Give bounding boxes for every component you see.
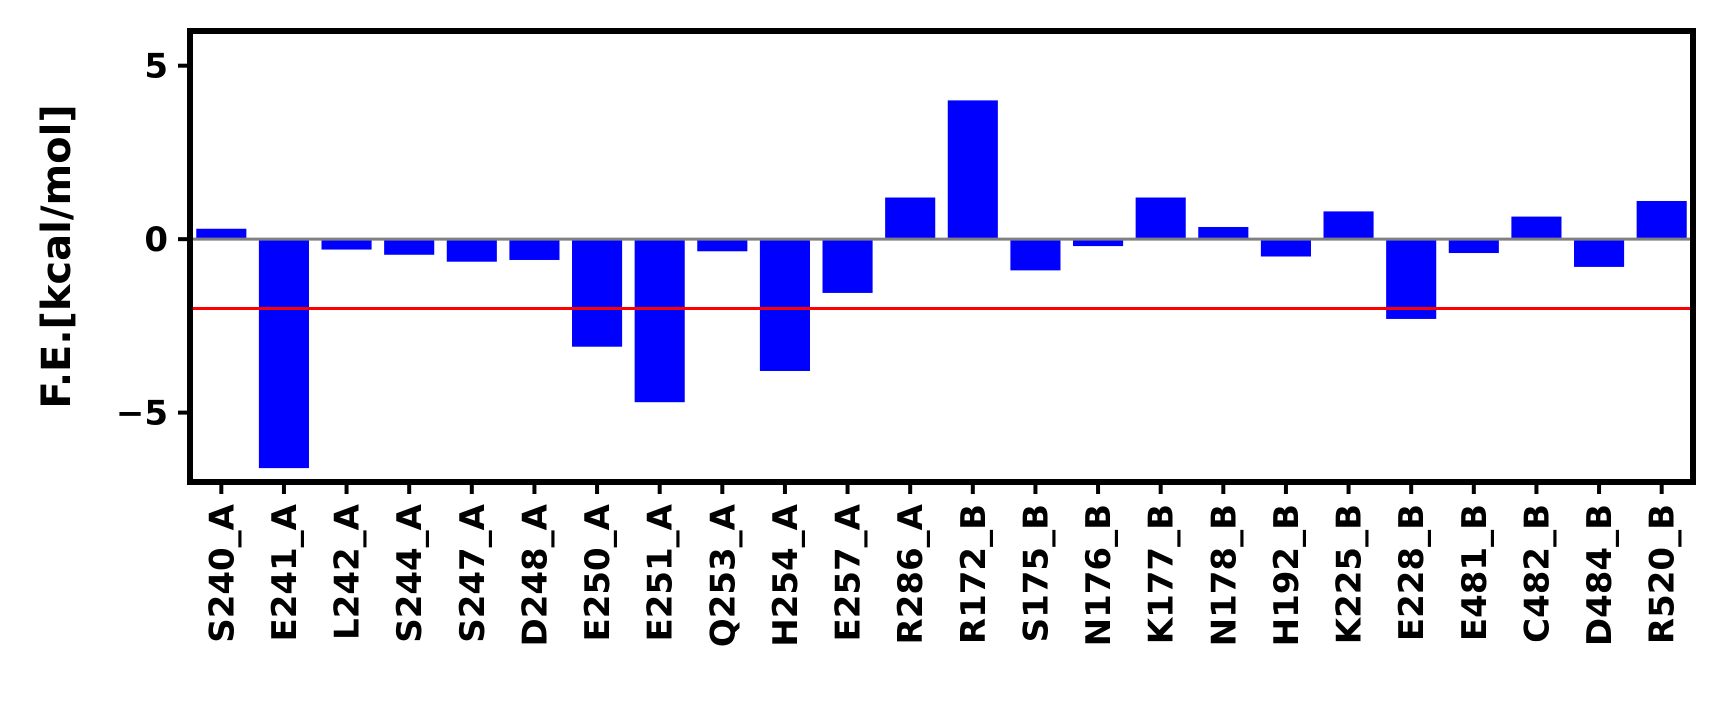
bar-K225_B bbox=[1323, 211, 1374, 240]
x-axis: S240_A E241_A L242_A S244_A S247_A D248_A E250… bbox=[202, 482, 1683, 647]
x-tick-label: Q253_A bbox=[703, 503, 743, 647]
bar-R286_A bbox=[885, 197, 936, 240]
y-tick-label: 0 bbox=[144, 220, 168, 260]
x-tick-label: E250_A bbox=[578, 503, 618, 641]
x-tick-label: E257_A bbox=[829, 503, 869, 641]
bar-D484_B bbox=[1574, 239, 1625, 267]
bar-K177_B bbox=[1135, 197, 1186, 240]
bar-R520_B bbox=[1636, 200, 1687, 240]
x-tick-label: K225_B bbox=[1330, 504, 1370, 644]
bar-N178_B bbox=[1198, 227, 1249, 240]
bar-E241_A bbox=[258, 239, 309, 469]
x-tick-label: D248_A bbox=[515, 503, 555, 646]
bar-S244_A bbox=[384, 239, 435, 255]
bar-L242_A bbox=[321, 239, 372, 250]
x-tick-label: R520_B bbox=[1643, 504, 1683, 644]
x-tick-label: S244_A bbox=[390, 503, 430, 642]
bar-E250_A bbox=[572, 239, 623, 347]
x-tick-label: R286_A bbox=[891, 503, 931, 644]
bar-E481_B bbox=[1448, 239, 1499, 254]
x-tick-label: E228_B bbox=[1392, 504, 1432, 641]
x-tick-label: H192_B bbox=[1267, 504, 1307, 646]
bar-Q253_A bbox=[697, 239, 748, 252]
x-tick-label: C482_B bbox=[1517, 504, 1557, 643]
bars-group bbox=[196, 100, 1687, 469]
reference-lines bbox=[190, 237, 1693, 311]
bar-H254_A bbox=[759, 239, 810, 371]
x-tick-label: L242_A bbox=[328, 503, 368, 640]
x-tick-label: N178_B bbox=[1204, 504, 1244, 646]
x-tick-label: K177_B bbox=[1142, 504, 1182, 644]
bar-R172_B bbox=[947, 100, 998, 240]
bar-S240_A bbox=[196, 228, 247, 240]
x-tick-label: E241_A bbox=[265, 503, 305, 641]
bar-S175_B bbox=[1010, 239, 1061, 271]
y-axis: 5 0 −5 bbox=[116, 47, 190, 434]
y-tick-label: 5 bbox=[144, 47, 168, 87]
bar-C482_B bbox=[1511, 216, 1562, 240]
bar-H192_B bbox=[1260, 239, 1311, 257]
x-tick-label: H254_A bbox=[766, 503, 806, 646]
y-tick-label: −5 bbox=[116, 394, 168, 434]
bar-E257_A bbox=[822, 239, 873, 293]
y-axis-title: F.E.[kcal/mol] bbox=[34, 104, 80, 408]
x-tick-label: S175_B bbox=[1016, 504, 1056, 642]
bar-E251_A bbox=[634, 239, 685, 403]
bar-E228_B bbox=[1386, 239, 1437, 319]
bar-S247_A bbox=[446, 239, 497, 262]
x-tick-label: S247_A bbox=[453, 503, 493, 642]
bar-N176_B bbox=[1073, 239, 1124, 247]
x-tick-label: E481_B bbox=[1455, 504, 1495, 641]
x-tick-label: N176_B bbox=[1079, 504, 1119, 646]
plot-frame bbox=[187, 28, 1696, 485]
bar-D248_A bbox=[509, 239, 560, 260]
x-tick-label: S240_A bbox=[202, 503, 242, 642]
x-tick-label: R172_B bbox=[954, 504, 994, 644]
x-tick-label: D484_B bbox=[1580, 504, 1620, 646]
x-tick-label: E251_A bbox=[641, 503, 681, 641]
